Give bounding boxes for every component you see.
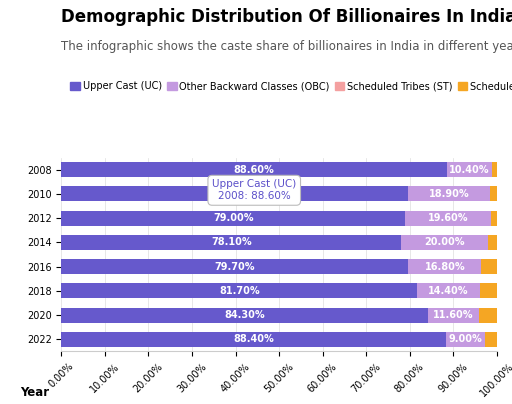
Bar [417, 283, 480, 299]
Text: 10.40%: 10.40% [450, 165, 490, 175]
Bar [480, 283, 497, 299]
Text: 14.40%: 14.40% [428, 286, 468, 296]
Text: 9.00%: 9.00% [449, 335, 483, 344]
Bar [61, 332, 446, 347]
Bar [61, 259, 408, 274]
Bar [488, 235, 497, 250]
Bar [61, 283, 417, 299]
Text: 19.60%: 19.60% [428, 213, 468, 223]
Legend: Upper Cast (UC), Other Backward Classes (OBC), Scheduled Tribes (ST), Scheduled : Upper Cast (UC), Other Backward Classes … [66, 78, 512, 95]
Bar [429, 307, 479, 323]
Bar [406, 210, 490, 226]
Text: 18.90%: 18.90% [429, 189, 470, 199]
Text: 88.40%: 88.40% [233, 335, 274, 344]
Text: 20.00%: 20.00% [424, 238, 465, 247]
Text: 81.70%: 81.70% [219, 286, 260, 296]
Bar [493, 162, 497, 177]
Text: 88.60%: 88.60% [234, 165, 274, 175]
Text: Year: Year [20, 386, 49, 400]
Text: Demographic Distribution Of Billionaires In India: Demographic Distribution Of Billionaires… [61, 8, 512, 26]
Text: 79.00%: 79.00% [213, 213, 253, 223]
Bar [490, 210, 497, 226]
Text: The infographic shows the caste share of billionaires in India in different year: The infographic shows the caste share of… [61, 40, 512, 53]
Bar [61, 307, 429, 323]
Text: 84.30%: 84.30% [225, 310, 265, 320]
Text: 11.60%: 11.60% [433, 310, 474, 320]
Text: Upper Cast (UC)
2008: 88.60%: Upper Cast (UC) 2008: 88.60% [212, 170, 296, 201]
Text: 16.80%: 16.80% [424, 262, 465, 271]
Bar [408, 259, 481, 274]
Bar [61, 162, 447, 177]
Bar [408, 186, 490, 202]
Bar [485, 332, 497, 347]
Bar [446, 332, 485, 347]
Bar [447, 162, 493, 177]
Text: 79.70%: 79.70% [215, 262, 255, 271]
Bar [479, 307, 497, 323]
Bar [490, 186, 497, 202]
Text: 78.10%: 78.10% [211, 238, 252, 247]
Bar [401, 235, 488, 250]
Bar [481, 259, 497, 274]
Bar [61, 235, 401, 250]
Bar [61, 186, 408, 202]
Text: 79.60%: 79.60% [215, 189, 255, 199]
Bar [61, 210, 406, 226]
